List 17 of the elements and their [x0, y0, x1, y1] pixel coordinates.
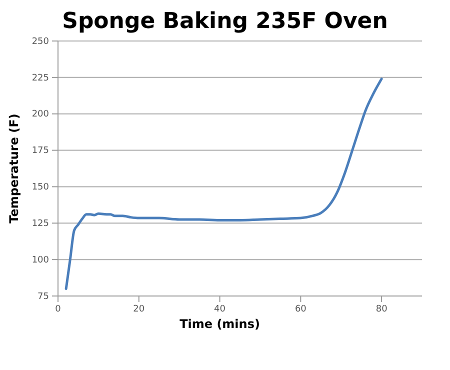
y-tick-label: 200 — [32, 110, 50, 120]
x-tick-label: 20 — [133, 304, 145, 314]
y-tick-label: 100 — [32, 255, 50, 266]
y-tick-label: 225 — [32, 73, 49, 84]
y-axis-title: Temperature (F) — [7, 114, 21, 224]
chart-title: Sponge Baking 235F Oven — [62, 9, 388, 34]
y-tick-label: 175 — [32, 146, 49, 156]
y-tick-label: 150 — [32, 182, 50, 193]
x-tick-label: 0 — [55, 304, 62, 314]
x-tick-label: 60 — [294, 304, 307, 314]
y-tick-label: 125 — [32, 219, 49, 230]
x-tick-label: 80 — [376, 304, 388, 314]
line-series — [64, 78, 383, 290]
x-tick-label: 40 — [214, 304, 226, 314]
y-tick-label: 75 — [38, 292, 49, 302]
y-tick-label: 250 — [32, 36, 50, 47]
x-axis-title: Time (mins) — [180, 317, 260, 331]
